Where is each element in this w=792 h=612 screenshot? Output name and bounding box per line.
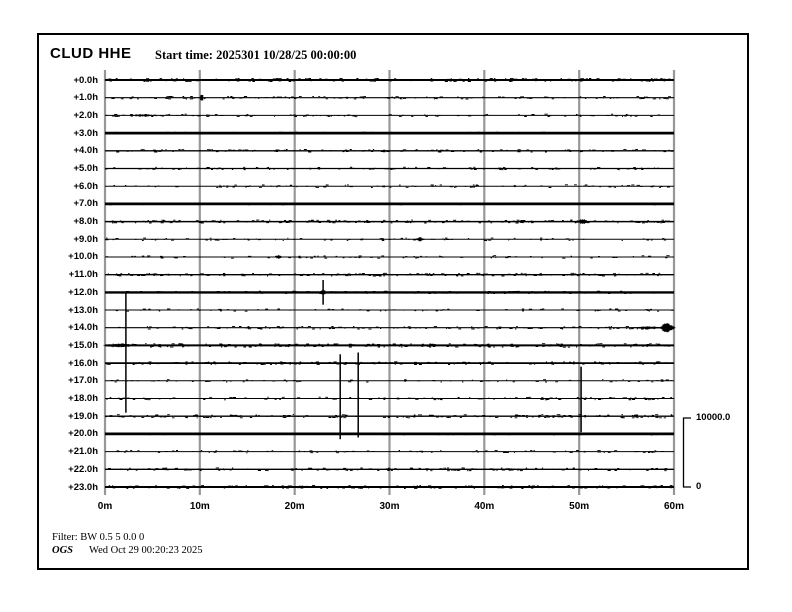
minute-tick-label: 30m — [379, 501, 400, 512]
station-title: CLUD HHE — [50, 45, 132, 62]
agency-label: OGS — [52, 545, 74, 556]
hour-label: +5.0h — [73, 162, 98, 174]
footer-line: OGS Wed Oct 29 00:20:23 2025 — [52, 545, 203, 556]
hour-label: +9.0h — [73, 233, 98, 245]
minute-tick-label: 0m — [97, 501, 113, 512]
minute-tick-label: 40m — [474, 501, 495, 512]
hour-label: +7.0h — [73, 198, 98, 210]
timestamp-label: Wed Oct 29 00:20:23 2025 — [89, 545, 203, 556]
hour-label: +23.0h — [68, 481, 98, 493]
hour-label: +4.0h — [73, 145, 98, 157]
plot-frame — [37, 33, 749, 570]
minute-tick-label: 50m — [569, 501, 590, 512]
hour-label: +3.0h — [73, 127, 98, 139]
hour-label: +10.0h — [68, 251, 98, 263]
hour-label: +8.0h — [73, 216, 98, 228]
hour-label: +16.0h — [68, 357, 98, 369]
scale-max-label: 10000.0 — [696, 412, 731, 423]
hour-label: +14.0h — [68, 322, 98, 334]
filter-info: Filter: BW 0.5 5 0.0 0 — [52, 532, 145, 543]
hour-label: +20.0h — [68, 428, 98, 440]
hour-label: +12.0h — [68, 286, 98, 298]
minute-tick-label: 60m — [663, 501, 684, 512]
hour-label: +18.0h — [68, 393, 98, 405]
hour-label: +15.0h — [68, 339, 98, 351]
start-time-label: Start time: 2025301 10/28/25 00:00:00 — [155, 48, 357, 62]
hour-label: +0.0h — [73, 74, 98, 86]
hour-label: +11.0h — [68, 269, 98, 281]
hour-label: +2.0h — [73, 109, 98, 121]
minute-tick-label: 20m — [284, 501, 305, 512]
hour-label: +17.0h — [68, 375, 98, 387]
minute-tick-label: 10m — [189, 501, 210, 512]
hour-label: +6.0h — [73, 180, 98, 192]
hour-label: +21.0h — [68, 446, 98, 458]
hour-label: +22.0h — [68, 463, 98, 475]
hour-label: +13.0h — [68, 304, 98, 316]
hour-label: +19.0h — [68, 410, 98, 422]
scale-min-label: 0 — [696, 481, 702, 492]
hour-label: +1.0h — [73, 92, 98, 104]
